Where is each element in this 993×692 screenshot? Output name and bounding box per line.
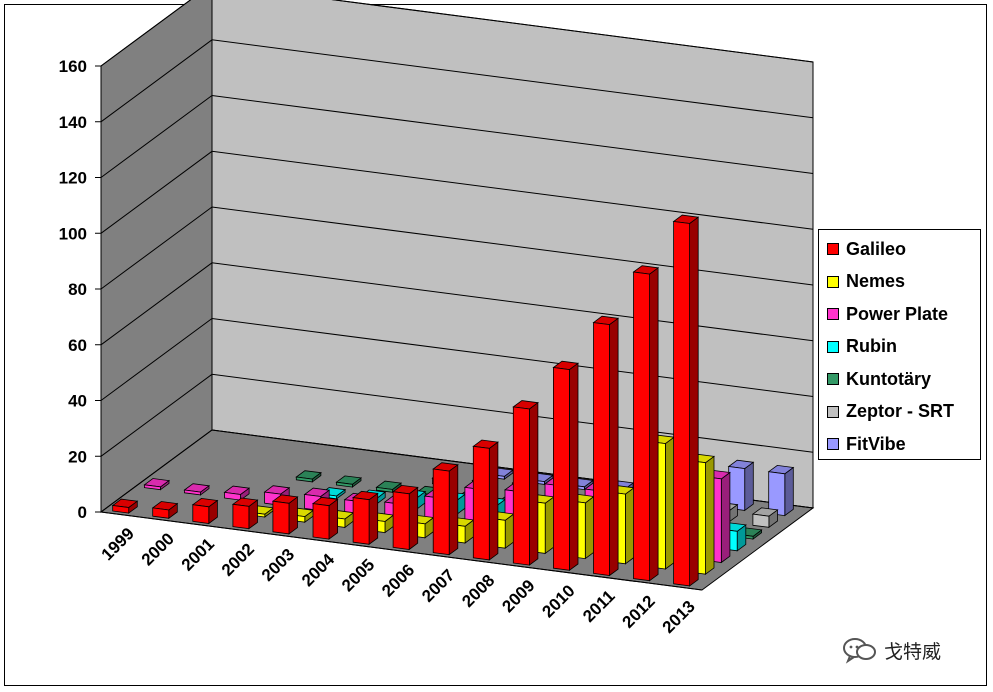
gridline	[100, 39, 814, 123]
legend-swatch	[827, 373, 839, 385]
y-tick-label: 100	[59, 224, 87, 243]
bar	[375, 480, 403, 494]
x-tick-label: 2013	[659, 597, 699, 637]
legend-swatch	[827, 275, 839, 288]
bar	[335, 475, 363, 488]
legend-label: Galileo	[846, 238, 907, 259]
bar	[151, 501, 179, 520]
x-tick-label: 2007	[418, 566, 458, 606]
legend-item: Zeptor - SRT	[827, 399, 954, 425]
side-wall	[100, 0, 213, 513]
legend-swatch	[827, 243, 839, 255]
x-tick-label: 2000	[138, 529, 178, 569]
legend-swatch	[827, 405, 839, 418]
bar	[552, 360, 580, 572]
legend-label: Kuntotäry	[846, 368, 931, 389]
bar	[632, 265, 660, 582]
legend-item: Nemes	[827, 269, 905, 295]
bar	[311, 496, 339, 540]
y-tick-label: 140	[59, 113, 87, 132]
bar	[352, 490, 379, 546]
bar	[672, 214, 700, 587]
chat-bubbles-icon	[843, 638, 876, 664]
bar	[231, 497, 259, 530]
watermark-text: 戈特威	[884, 640, 942, 663]
y-tick-label: 60	[68, 336, 87, 355]
y-tick-label: 40	[68, 392, 87, 411]
bar	[767, 464, 795, 517]
gridline	[100, 262, 814, 346]
gridline	[100, 206, 814, 290]
x-tick-label: 2012	[619, 592, 659, 632]
legend-label: FitVibe	[846, 433, 906, 454]
watermark: 戈特威	[842, 636, 941, 664]
x-tick-label: 2009	[498, 576, 538, 616]
bar	[432, 462, 459, 556]
bar	[295, 470, 322, 483]
x-tick-label: 2008	[458, 571, 498, 611]
y-tick-label: 80	[68, 280, 87, 299]
bar	[143, 478, 171, 491]
bar	[111, 498, 139, 514]
legend-label: Power Plate	[846, 303, 949, 324]
x-axis-line	[100, 511, 703, 591]
bar	[183, 483, 211, 496]
bar	[392, 484, 419, 551]
legend: Galileo Nemes Power Plate Rubin Kuntotäry Zep…	[818, 229, 981, 460]
gridline	[100, 0, 814, 67]
legend-swatch	[827, 340, 839, 353]
y-axis: 0 20 40 60 80 100 120 140 160	[59, 57, 102, 522]
legend-item: Power Plate	[827, 301, 948, 327]
legend-swatch	[827, 308, 839, 320]
legend-swatch	[827, 438, 839, 450]
y-tick-label: 160	[59, 57, 87, 76]
x-tick-label: 2010	[538, 581, 578, 621]
bar	[271, 494, 299, 535]
legend-item: Galileo	[827, 236, 906, 262]
x-tick-label: 2001	[178, 534, 218, 574]
x-tick-label: 2006	[378, 560, 418, 600]
bar	[751, 507, 779, 529]
y-tick-label: 0	[78, 503, 87, 522]
bar	[592, 315, 620, 577]
back-wall	[211, 0, 814, 509]
bar	[727, 459, 755, 512]
y-tick-label: 20	[68, 447, 87, 466]
x-tick-label: 2002	[218, 540, 258, 580]
x-tick-label: 2003	[258, 545, 298, 585]
gridline	[100, 94, 814, 178]
x-tick-label: 2011	[579, 586, 619, 626]
x-tick-label: 1999	[98, 524, 138, 564]
x-tick-label: 2004	[298, 550, 339, 591]
bar	[472, 439, 499, 561]
gridline	[100, 150, 814, 234]
x-tick-label: 2005	[338, 555, 378, 595]
legend-label: Rubin	[846, 336, 897, 356]
bar	[223, 485, 251, 501]
y-tick-label: 120	[59, 169, 87, 188]
legend-item: FitVibe	[827, 431, 906, 457]
bar	[191, 497, 219, 525]
bars	[111, 214, 795, 587]
bar	[512, 400, 539, 566]
legend-item: Kuntotäry	[827, 366, 931, 392]
legend-item: Rubin	[827, 334, 897, 360]
legend-label: Zeptor - SRT	[846, 401, 954, 421]
legend-label: Nemes	[846, 271, 906, 291]
